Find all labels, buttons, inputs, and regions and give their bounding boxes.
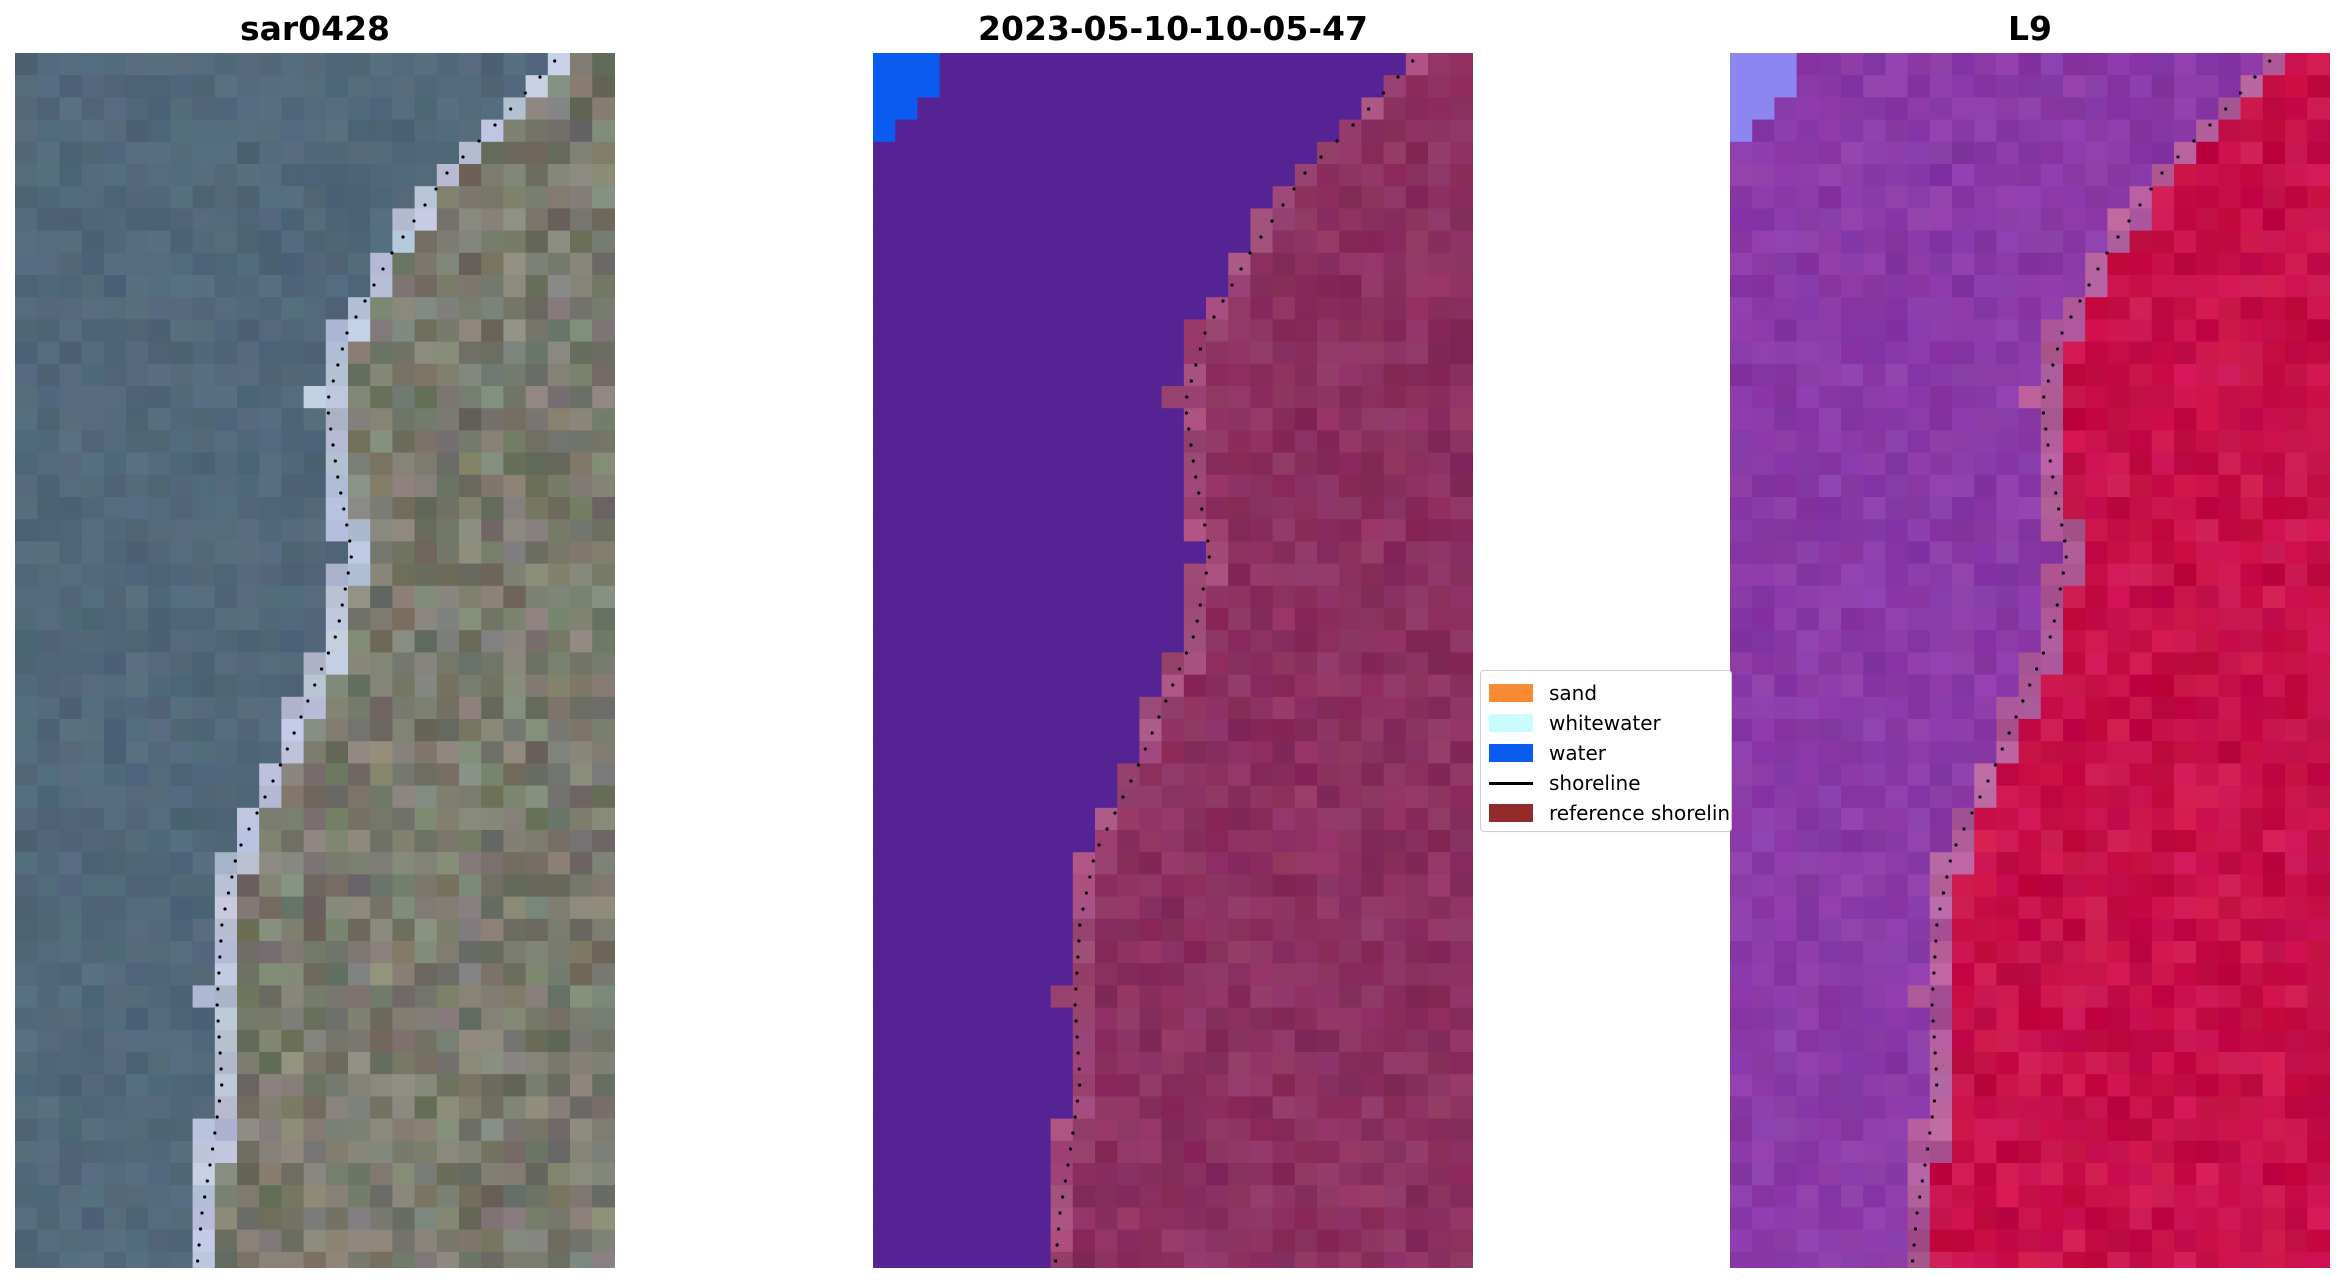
legend-swatch-whitewater (1489, 714, 1533, 732)
legend-label-whitewater: whitewater (1549, 711, 1661, 735)
legend-item-reference-shoreline: reference shoreline (1489, 799, 1732, 827)
panel-title-rgb: sar0428 (239, 9, 391, 48)
legend: sand whitewater water shoreline referenc… (1480, 670, 1732, 832)
legend-item-whitewater: whitewater (1489, 709, 1661, 737)
legend-item-sand: sand (1489, 679, 1597, 707)
classified-image (873, 53, 1473, 1268)
panel-title-index: L9 (2008, 9, 2052, 48)
legend-label-sand: sand (1549, 681, 1598, 705)
panel-title-classified: 2023-05-10-10-05-47 (978, 9, 1368, 48)
legend-label-reference-shoreline: reference shoreline (1549, 801, 1732, 825)
legend-label-water: water (1549, 741, 1606, 765)
rgb-image (15, 53, 615, 1268)
rgb-image-panel (15, 53, 615, 1268)
legend-swatch-reference-shoreline (1489, 804, 1533, 822)
classified-image-panel (873, 53, 1473, 1268)
index-image-panel (1730, 53, 2330, 1268)
legend-swatch-water (1489, 744, 1533, 762)
legend-item-water: water (1489, 739, 1606, 767)
legend-item-shoreline: shoreline (1489, 769, 1641, 797)
legend-swatch-sand (1489, 684, 1533, 702)
index-image (1730, 53, 2330, 1268)
legend-swatch-shoreline (1489, 781, 1533, 785)
legend-label-shoreline: shoreline (1549, 771, 1641, 795)
